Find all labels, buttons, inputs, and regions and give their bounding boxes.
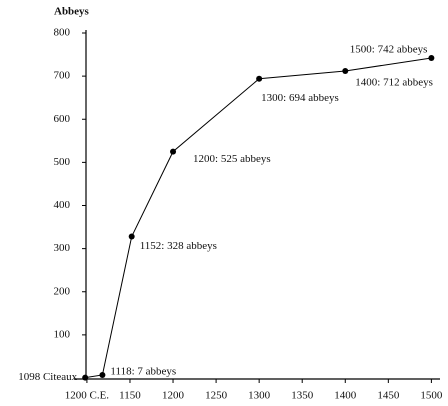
y-tick-label: 800 [54, 27, 71, 39]
data-point [342, 67, 349, 74]
y-tick-label: 300 [54, 242, 71, 254]
x-tick-label: 1500 [420, 390, 443, 402]
x-tick-label: 1350 [291, 390, 314, 402]
point-label: 1400: 712 abbeys [355, 76, 433, 88]
x-tick-label: 1400 [334, 390, 357, 402]
point-label: 1500: 742 abbeys [350, 44, 428, 56]
point-label: 1118: 7 abbeys [110, 366, 176, 378]
point-label: 1098 Citeaux [18, 371, 77, 383]
data-point [170, 148, 177, 155]
line [85, 57, 432, 379]
data-point [256, 75, 263, 82]
y-tick-label: 700 [54, 70, 71, 82]
x-tick-label: 1200 [162, 390, 185, 402]
y-tick-label: 400 [54, 199, 71, 211]
x-tick-label: 1250 [205, 390, 228, 402]
y-tick-label: 500 [54, 156, 71, 168]
data-point [99, 371, 106, 378]
y-tick-label: 100 [54, 328, 71, 340]
point-label: 1200: 525 abbeys [193, 153, 271, 165]
x-tick-label: 1150 [119, 390, 141, 402]
x-tick-label: 1450 [377, 390, 400, 402]
data-point [128, 233, 135, 240]
x-tick-label: 1200 C.E. [65, 390, 110, 402]
point-label: 1300: 694 abbeys [261, 92, 339, 104]
point-label: 1152: 328 abbeys [140, 240, 217, 252]
y-tick-label: 200 [54, 285, 71, 297]
x-tick-label: 1300 [248, 390, 271, 402]
y-tick-label: 600 [54, 113, 71, 125]
data-point [428, 55, 435, 62]
data-point [82, 374, 89, 381]
y-axis-label: Abbeys [54, 6, 90, 18]
